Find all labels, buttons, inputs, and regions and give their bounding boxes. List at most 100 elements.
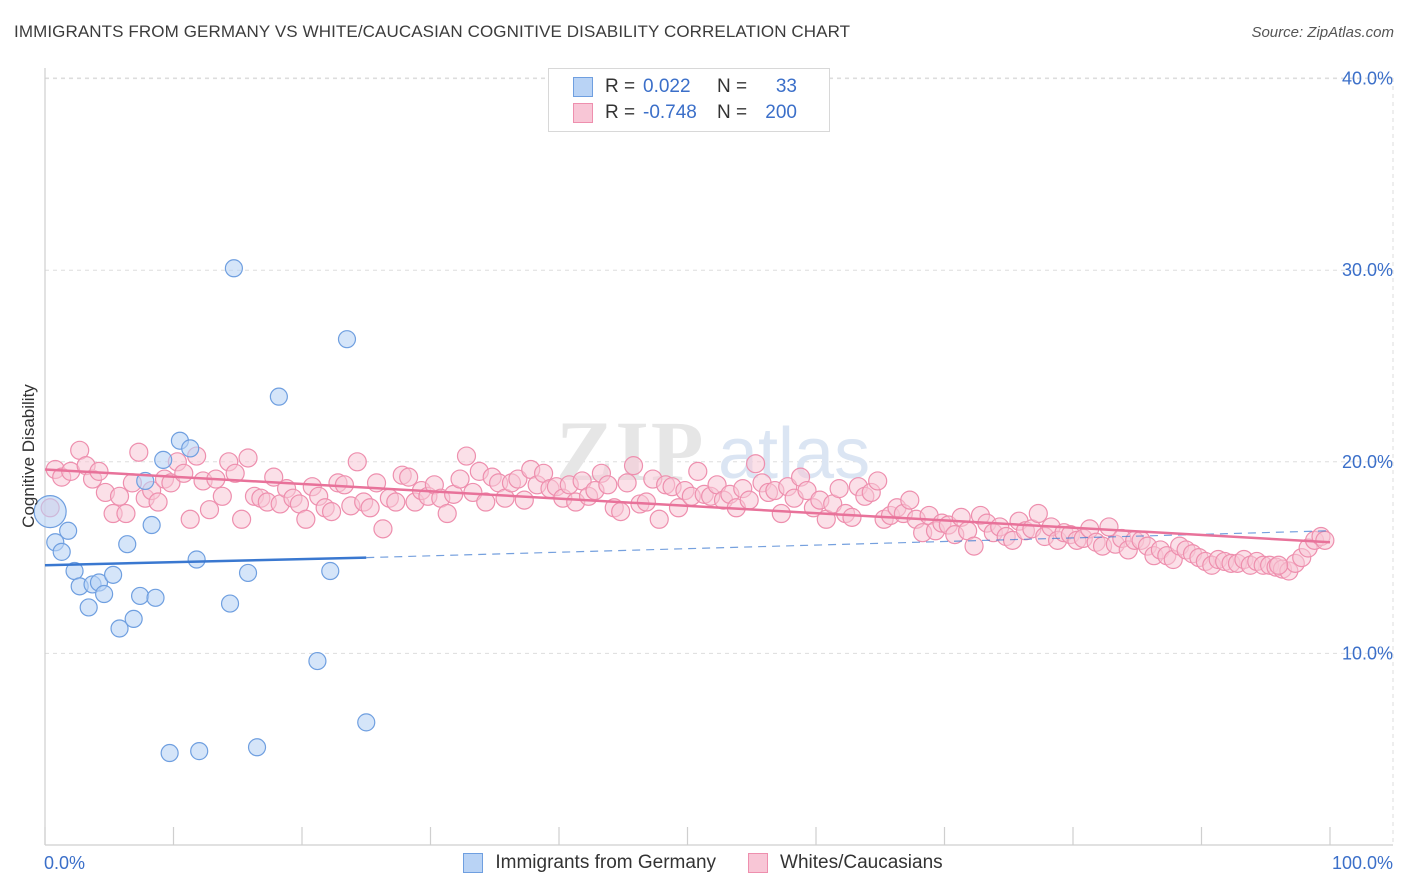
data-point-whites — [964, 536, 984, 556]
y-axis-label: Cognitive Disability — [19, 384, 38, 528]
series-whites-points — [40, 440, 1335, 581]
data-point-whites — [900, 490, 920, 510]
data-point-whites — [437, 503, 457, 524]
data-point-whites — [238, 448, 258, 468]
data-point-germany — [110, 619, 129, 638]
series-germany-points — [33, 259, 376, 763]
legend-label-germany: Immigrants from Germany — [495, 852, 717, 873]
legend-r-value: 0.022 — [643, 76, 691, 97]
source-label: Source: ZipAtlas.com — [1251, 24, 1394, 41]
data-point-germany — [118, 535, 137, 554]
data-point-whites — [1268, 555, 1289, 575]
data-point-whites — [649, 509, 669, 529]
data-point-whites — [212, 486, 232, 506]
data-point-whites — [399, 467, 419, 487]
data-point-whites — [116, 503, 136, 524]
data-point-whites — [456, 446, 477, 466]
data-point-whites — [688, 461, 708, 481]
correlation-legend: R = 0.022 N = 33 R = -0.748 N = 200 — [548, 68, 830, 132]
data-point-whites — [1099, 517, 1119, 537]
legend-row-germany: R = 0.022 N = 33 — [573, 75, 797, 99]
y-tick-label: 20.0% — [1342, 452, 1393, 472]
legend-n-label: N = — [717, 76, 748, 97]
chart-title: IMMIGRANTS FROM GERMANY VS WHITE/CAUCASI… — [14, 22, 851, 41]
data-point-germany — [238, 563, 258, 583]
data-point-whites — [129, 442, 149, 462]
y-tick-label: 30.0% — [1342, 260, 1393, 280]
data-point-germany — [357, 713, 376, 732]
data-point-germany — [308, 651, 327, 671]
data-point-whites — [514, 490, 534, 510]
data-point-germany — [104, 565, 123, 584]
data-point-whites — [746, 454, 766, 474]
data-point-germany — [52, 542, 71, 561]
data-point-whites — [1028, 503, 1048, 524]
data-point-whites — [225, 463, 245, 483]
legend-swatch-pink — [573, 103, 593, 123]
data-point-whites — [109, 486, 130, 506]
data-point-whites — [296, 509, 316, 529]
legend-swatch-pink — [748, 853, 769, 873]
data-point-whites — [373, 519, 393, 539]
legend-item-whites: Whites/Caucasians — [748, 852, 943, 874]
data-point-whites — [360, 498, 380, 518]
data-point-germany — [190, 742, 209, 761]
data-point-germany — [136, 471, 155, 491]
x-tick-label: 0.0% — [44, 853, 85, 873]
data-point-whites — [598, 475, 618, 495]
data-point-whites — [611, 502, 631, 522]
data-point-whites — [508, 469, 528, 489]
axes-layer — [44, 68, 1393, 846]
series-legend: Immigrants from Germany Whites/Caucasian… — [0, 852, 1406, 874]
data-point-whites — [623, 456, 644, 476]
data-point-whites — [334, 475, 355, 495]
legend-n-value: 200 — [765, 102, 797, 123]
legend-swatch-blue — [463, 853, 484, 873]
data-point-whites — [386, 492, 406, 512]
data-point-germany — [79, 598, 98, 617]
data-point-whites — [868, 471, 888, 491]
legend-r-value: -0.748 — [643, 102, 697, 123]
data-point-whites — [199, 500, 220, 520]
data-point-germany — [321, 561, 340, 581]
legend-r-label: R = — [605, 102, 636, 123]
data-point-whites — [842, 507, 862, 527]
data-point-whites — [148, 492, 168, 512]
y-tick-label: 40.0% — [1342, 69, 1393, 89]
legend-item-germany: Immigrants from Germany — [463, 852, 716, 874]
legend-row-whites: R = -0.748 N = 200 — [573, 101, 797, 125]
data-point-whites — [771, 503, 791, 524]
data-point-whites — [161, 473, 181, 493]
data-point-germany — [142, 515, 161, 535]
data-point-germany — [337, 330, 357, 349]
data-point-whites — [1315, 530, 1335, 550]
legend-n-label: N = — [717, 102, 748, 123]
data-point-germany — [95, 584, 114, 604]
trend-line-germany — [44, 556, 367, 567]
data-point-germany — [33, 495, 67, 529]
data-point-germany — [130, 586, 150, 606]
data-point-germany — [154, 450, 173, 469]
data-point-germany — [59, 521, 78, 540]
legend-n-value: 33 — [775, 76, 797, 97]
trend-line-germany-extension — [366, 530, 1331, 559]
data-point-germany — [181, 439, 200, 458]
data-point-whites — [617, 473, 637, 493]
data-point-germany — [146, 588, 165, 607]
data-point-germany — [269, 387, 288, 406]
data-point-whites — [829, 479, 849, 499]
data-point-germany — [187, 550, 206, 569]
data-point-whites — [321, 502, 342, 522]
data-point-germany — [247, 738, 267, 757]
data-point-germany — [160, 743, 179, 763]
x-tick-label: 100.0% — [1332, 853, 1393, 873]
data-point-whites — [450, 469, 470, 489]
data-point-whites — [232, 509, 252, 529]
data-point-whites — [739, 490, 759, 510]
data-point-whites — [180, 509, 200, 529]
legend-label-whites: Whites/Caucasians — [780, 852, 943, 873]
data-point-whites — [347, 452, 367, 472]
trend-line-whites — [44, 468, 1331, 544]
legend-r-label: R = — [605, 76, 636, 97]
data-point-whites — [797, 480, 817, 501]
